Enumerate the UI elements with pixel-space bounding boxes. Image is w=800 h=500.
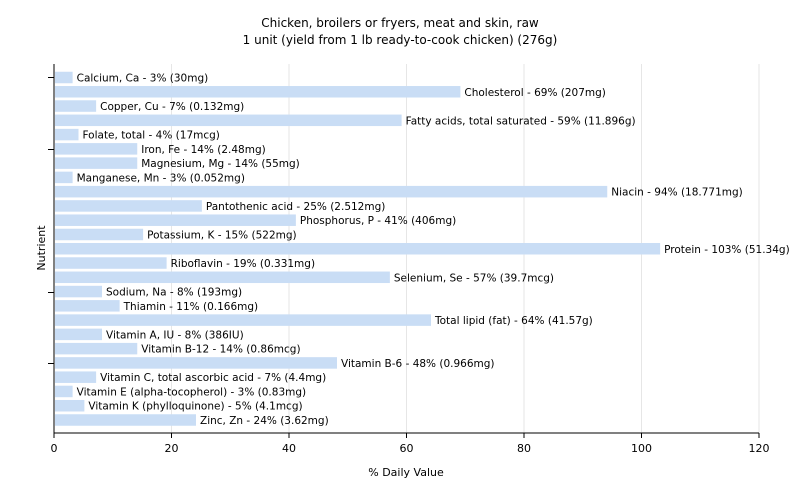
- bar-label: Vitamin C, total ascorbic acid - 7% (4.4…: [100, 372, 326, 384]
- bar-label: Potassium, K - 15% (522mg): [147, 229, 297, 241]
- bar-labels: Calcium, Ca - 3% (30mg) Cholesterol - 69%…: [77, 73, 790, 428]
- bar-label: Total lipid (fat) - 64% (41.57g): [434, 315, 593, 327]
- bar-label: Vitamin K (phylloquinone) - 5% (4.1mcg): [88, 401, 302, 413]
- bar: [55, 185, 608, 198]
- bar: [55, 243, 661, 255]
- x-tick-label: 100: [631, 442, 652, 455]
- bar: [55, 86, 461, 98]
- bar: [55, 228, 144, 241]
- chart-subtitle: 1 unit (yield from 1 lb ready-to-cook ch…: [242, 33, 558, 47]
- bar: [55, 257, 167, 269]
- bar-label: Selenium, Se - 57% (39.7mcg): [394, 272, 554, 284]
- bar: [55, 143, 138, 155]
- x-axis-label: % Daily Value: [368, 466, 444, 479]
- bar-label: Copper, Cu - 7% (0.132mg): [100, 101, 244, 113]
- bar-label: Sodium, Na - 8% (193mg): [106, 287, 242, 299]
- bar: [55, 328, 102, 341]
- bar: [55, 371, 97, 383]
- bar-label: Riboflavin - 19% (0.331mg): [171, 258, 315, 270]
- y-axis-label: Nutrient: [35, 225, 48, 271]
- bar-label: Cholesterol - 69% (207mg): [464, 87, 606, 99]
- bar: [55, 71, 73, 84]
- bar-label: Magnesium, Mg - 14% (55mg): [141, 158, 300, 170]
- x-tick-label: 20: [165, 442, 179, 455]
- axes: 0 20 40 60 80 100 120: [48, 64, 770, 455]
- bar-label: Vitamin A, IU - 8% (386IU): [106, 329, 244, 341]
- bars: [55, 71, 661, 426]
- bar-label: Manganese, Mn - 3% (0.052mg): [77, 172, 245, 184]
- bar: [55, 300, 120, 312]
- bar: [55, 357, 337, 369]
- bar: [55, 342, 138, 355]
- bar: [55, 385, 73, 398]
- bar-label: Thiamin - 11% (0.166mg): [123, 301, 259, 313]
- bar: [55, 399, 85, 412]
- bar-label: Protein - 103% (51.34g): [664, 244, 790, 256]
- bar-label: Zinc, Zn - 24% (3.62mg): [200, 415, 329, 427]
- bar: [55, 157, 138, 169]
- bar-label: Vitamin E (alpha-tocopherol) - 3% (0.83m…: [77, 386, 307, 398]
- bar-label: Fatty acids, total saturated - 59% (11.8…: [406, 115, 636, 127]
- bar-label: Niacin - 94% (18.771mg): [611, 187, 743, 199]
- bar: [55, 314, 431, 326]
- x-tick-label: 0: [51, 442, 58, 455]
- x-tick-label: 40: [282, 442, 296, 455]
- bar: [55, 414, 196, 426]
- bar-label: Vitamin B-6 - 48% (0.966mg): [341, 358, 495, 370]
- bar-label: Pantothenic acid - 25% (2.512mg): [206, 201, 385, 213]
- x-tick-label: 120: [749, 442, 770, 455]
- x-tick-label: 80: [517, 442, 531, 455]
- bar: [55, 285, 102, 298]
- bar-label: Vitamin B-12 - 14% (0.86mcg): [141, 344, 300, 356]
- bar-label: Phosphorus, P - 41% (406mg): [300, 215, 456, 227]
- bar-label: Iron, Fe - 14% (2.48mg): [141, 144, 265, 156]
- bar: [55, 214, 296, 226]
- chart-title: Chicken, broilers or fryers, meat and sk…: [261, 16, 539, 30]
- bar: [55, 171, 73, 184]
- bar-label: Calcium, Ca - 3% (30mg): [77, 73, 209, 85]
- bar: [55, 128, 79, 141]
- x-tick-label: 60: [400, 442, 414, 455]
- bar: [55, 271, 390, 284]
- bar: [55, 100, 97, 112]
- bar: [55, 200, 202, 212]
- bar: [55, 114, 402, 127]
- bar-label: Folate, total - 4% (17mcg): [83, 130, 220, 142]
